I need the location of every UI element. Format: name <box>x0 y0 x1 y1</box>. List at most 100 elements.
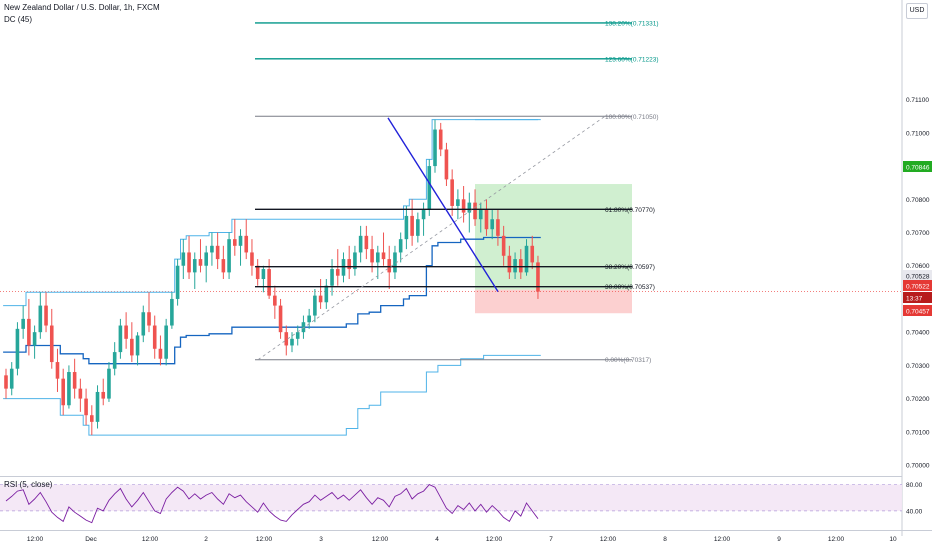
donchian-upper-line <box>3 119 541 307</box>
candle-body <box>478 209 483 220</box>
candle-body <box>358 235 363 253</box>
time-axis-tick: 12:00 <box>27 536 44 543</box>
candle-body <box>95 391 100 422</box>
candle-body <box>112 352 117 369</box>
candle-body <box>49 325 54 363</box>
candle-body <box>238 235 243 246</box>
candle-body <box>393 252 397 273</box>
candle-body <box>158 348 163 359</box>
price-axis-label: 0.70846 <box>906 165 930 172</box>
price-axis-tick: 0.70200 <box>906 396 930 403</box>
candle-body <box>284 332 289 346</box>
candle-body <box>290 338 294 346</box>
price-axis-label: 0.70528 <box>906 274 930 281</box>
fib-level-label: 100.00%(0.71050) <box>605 114 659 121</box>
candle-body <box>147 312 151 326</box>
price-axis-tick: 0.70300 <box>906 363 930 370</box>
candle-body <box>55 362 60 379</box>
candle-body <box>353 252 357 270</box>
price-axis-label: 13:37 <box>906 296 923 303</box>
time-axis-tick: 3 <box>319 536 323 543</box>
candle-body <box>250 252 254 266</box>
fib-level-label: 138.20%(0.71331) <box>605 20 659 27</box>
candle-body <box>84 398 88 416</box>
candle-body <box>501 235 506 256</box>
candle-body <box>27 318 31 346</box>
trend-line <box>387 117 499 293</box>
candle-body <box>124 325 128 339</box>
time-axis-tick: 4 <box>435 536 439 543</box>
price-axis-label: 0.70522 <box>906 284 930 291</box>
candle-body <box>467 202 472 213</box>
candle-body <box>15 328 20 369</box>
candle-body <box>141 312 146 336</box>
fib-level-label: 123.60%(0.71223) <box>605 56 659 63</box>
candle-body <box>130 338 134 356</box>
price-axis-label-bg <box>903 280 932 291</box>
candle-body <box>318 295 323 303</box>
candle-body <box>90 415 94 422</box>
candle-body <box>118 325 123 353</box>
candle-body <box>204 252 208 266</box>
candle-body <box>490 219 494 230</box>
rsi-axis-label: 80.00 <box>906 482 923 489</box>
candle-body <box>170 298 174 326</box>
candle-body <box>187 252 191 273</box>
candle-body <box>38 305 43 333</box>
candle-body <box>72 372 77 389</box>
fib-level-label: 38.20%(0.70597) <box>605 264 655 271</box>
time-axis-tick: 12:00 <box>486 536 503 543</box>
candle-body <box>410 215 414 236</box>
fib-level-label: 30.00%(0.70537) <box>605 284 655 291</box>
target-zone <box>475 184 632 290</box>
price-axis-tick: 0.70800 <box>906 197 930 204</box>
candle-body <box>233 239 237 246</box>
time-axis-tick: 2 <box>204 536 208 543</box>
price-axis-label-bg <box>903 305 932 316</box>
candle-body <box>444 149 449 180</box>
time-axis-tick: 12:00 <box>828 536 845 543</box>
time-axis-tick: 12:00 <box>142 536 159 543</box>
stop-zone <box>475 289 632 314</box>
candle-body <box>307 315 311 323</box>
candle-body <box>227 239 231 273</box>
candle-body <box>364 235 369 250</box>
candle-body <box>61 378 65 406</box>
candle-body <box>255 265 260 280</box>
rsi-band <box>0 484 902 511</box>
candle-body <box>175 265 180 299</box>
candle-body <box>9 368 14 389</box>
price-axis-tick: 0.70100 <box>906 429 930 436</box>
donchian-basis-line <box>3 236 541 365</box>
donchian-lower-line <box>3 354 541 436</box>
candle-body <box>461 199 466 213</box>
rsi-axis-label: 40.00 <box>906 508 923 515</box>
symbol-title: New Zealand Dollar / U.S. Dollar, 1h, FX… <box>4 3 160 12</box>
candle-body <box>519 259 523 273</box>
fib-trend-line <box>257 115 606 361</box>
candle-body <box>44 305 48 326</box>
currency-button[interactable]: USD <box>906 3 928 19</box>
candle-body <box>416 219 420 236</box>
rsi-label: RSI (5, close) <box>4 480 53 489</box>
fib-level-label: 61.80%(0.70770) <box>605 207 655 214</box>
price-axis-tick: 0.71000 <box>906 130 930 137</box>
candle-body <box>421 209 426 220</box>
candle-body <box>370 249 374 263</box>
time-axis-tick: 12:00 <box>372 536 389 543</box>
candle-body <box>381 252 386 260</box>
price-axis-label-bg <box>903 292 932 303</box>
time-axis-tick: 12:00 <box>714 536 731 543</box>
candle-body <box>192 259 197 273</box>
candle-body <box>107 368 111 399</box>
fib-level-label: 0.00%(0.70317) <box>605 357 651 364</box>
candle-body <box>507 255 512 273</box>
price-axis-tick: 0.70700 <box>906 230 930 237</box>
candle-body <box>67 372 71 406</box>
candle-body <box>295 332 300 339</box>
time-axis-tick: 7 <box>549 536 553 543</box>
candle-body <box>398 239 403 253</box>
